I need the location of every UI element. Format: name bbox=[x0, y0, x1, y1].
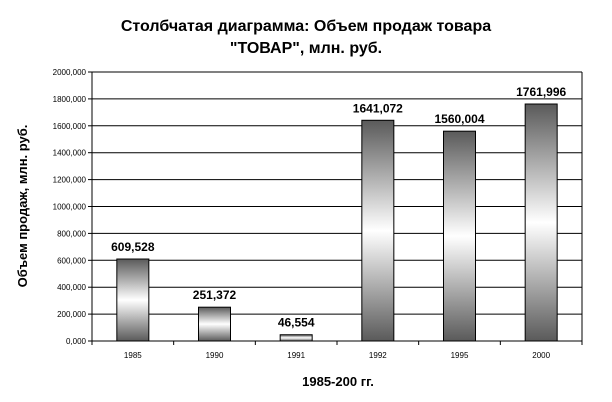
data-label: 1761,996 bbox=[516, 85, 566, 99]
y-tick-label: 1800,000 bbox=[53, 95, 87, 104]
bar bbox=[361, 119, 395, 342]
y-tick-label: 1600,000 bbox=[53, 122, 87, 131]
x-tick-label: 2000 bbox=[532, 351, 550, 360]
x-tick-label: 1991 bbox=[287, 351, 305, 360]
y-tick-label: 800,000 bbox=[57, 229, 86, 238]
y-tick-label: 2000,000 bbox=[53, 68, 87, 77]
chart-title-line1: Столбчатая диаграмма: Объем продаж товар… bbox=[120, 18, 492, 35]
grid-lines bbox=[92, 71, 582, 342]
bar bbox=[443, 130, 476, 342]
y-tick-label: 0,000 bbox=[66, 337, 87, 346]
bars bbox=[116, 103, 558, 342]
x-tick-label: 1995 bbox=[451, 351, 469, 360]
bar bbox=[198, 306, 231, 342]
y-tick-label: 600,000 bbox=[57, 256, 86, 265]
bar bbox=[524, 103, 558, 342]
x-axis-title: 1985-200 гг. bbox=[302, 374, 374, 389]
bar bbox=[116, 258, 150, 342]
x-tick-label: 1985 bbox=[124, 351, 142, 360]
axes: 0,000 200,000 400,000 600,000 800,000 1000,00… bbox=[53, 68, 583, 360]
chart-title-line2: "ТОВАР", млн. руб. bbox=[229, 40, 383, 57]
y-tick-label: 200,000 bbox=[57, 310, 86, 319]
data-label: 1560,004 bbox=[434, 112, 484, 126]
data-labels: 609,528 251,372 46,554 1641,072 1560,004 1761… bbox=[111, 85, 566, 330]
x-tick-label: 1990 bbox=[206, 351, 224, 360]
data-label: 251,372 bbox=[193, 288, 237, 302]
y-tick-label: 400,000 bbox=[57, 283, 86, 292]
y-tick-label: 1000,000 bbox=[53, 203, 87, 212]
y-axis-title: Объем продаж, млн. руб. bbox=[15, 125, 30, 288]
data-label: 609,528 bbox=[111, 240, 155, 254]
data-label: 46,554 bbox=[278, 316, 315, 330]
y-tick-label: 1200,000 bbox=[53, 176, 87, 185]
x-tick-label: 1992 bbox=[369, 351, 387, 360]
bar bbox=[279, 334, 313, 342]
data-label: 1641,072 bbox=[353, 101, 403, 115]
y-tick-label: 1400,000 bbox=[53, 149, 87, 158]
